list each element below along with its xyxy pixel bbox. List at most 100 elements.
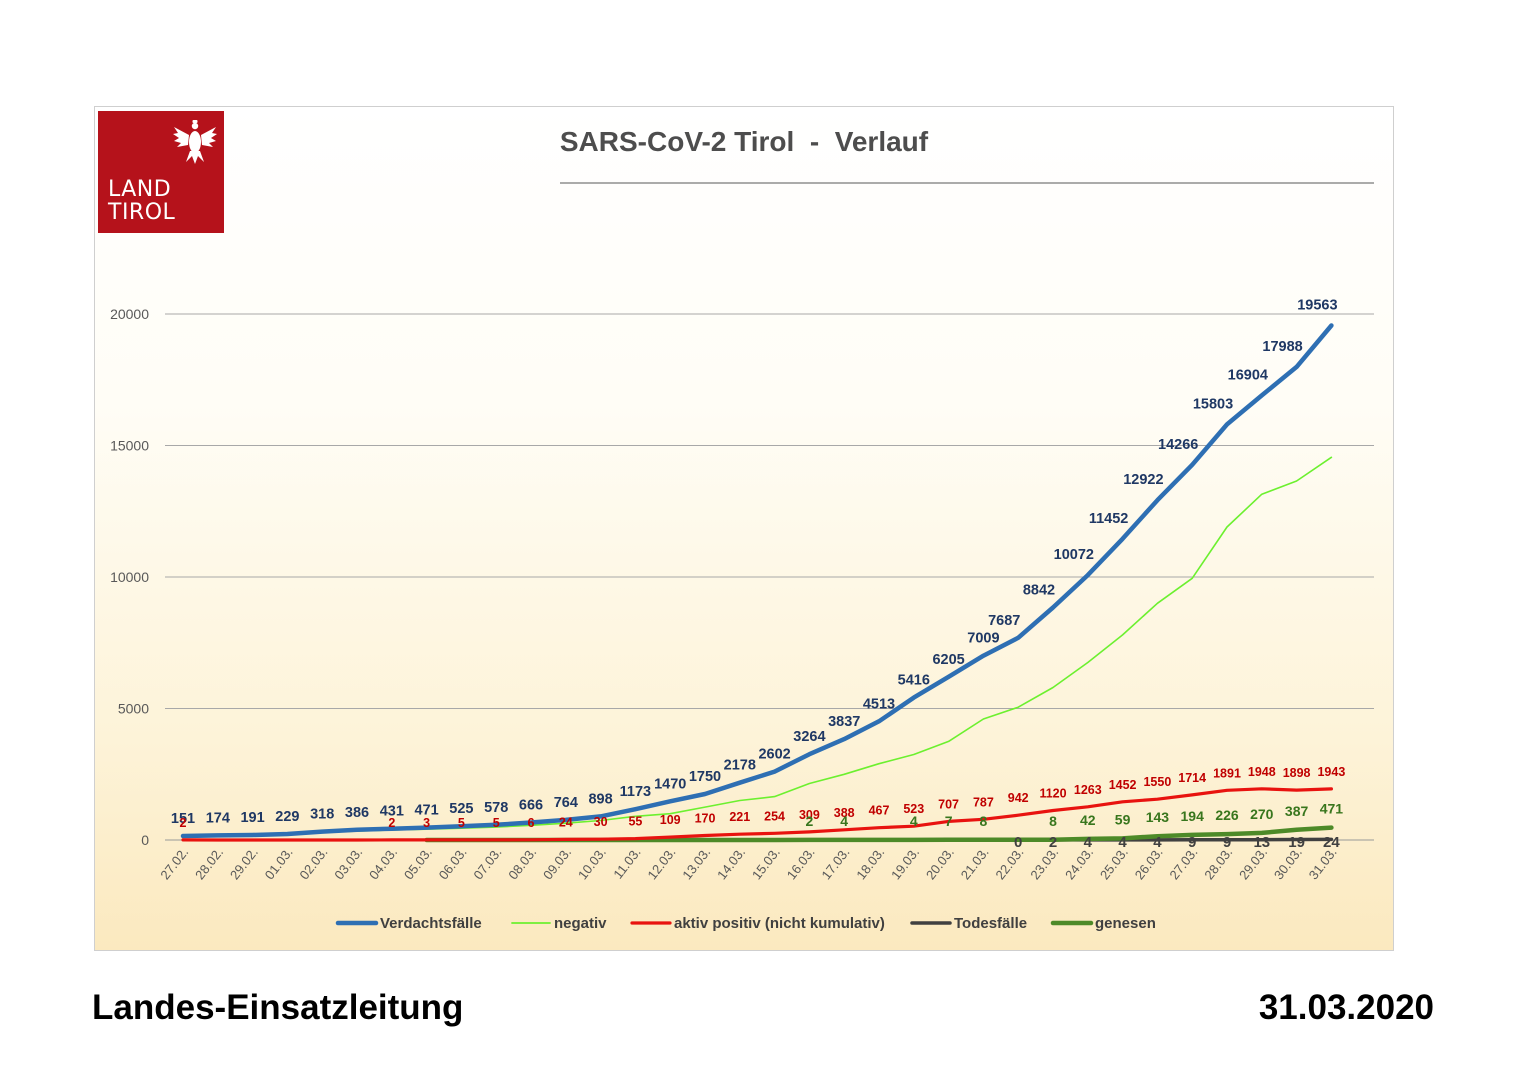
chart-frame: [94, 106, 1394, 951]
x-tick-label: 08.03.: [505, 845, 539, 883]
data-label: 764: [554, 795, 578, 811]
y-tick-label: 0: [141, 832, 149, 848]
data-label: 14266: [1158, 437, 1198, 453]
x-tick-label: 11.03.: [610, 845, 643, 882]
data-label: 5: [458, 816, 465, 830]
data-label: 3: [423, 816, 430, 830]
data-label: 143: [1146, 809, 1170, 825]
data-label: 4: [1153, 834, 1162, 851]
data-label: 191: [240, 810, 264, 826]
data-label: 1173: [620, 784, 651, 800]
x-tick-label: 17.03.: [818, 845, 852, 883]
data-label: 2: [1049, 834, 1057, 851]
x-tick-label: 06.03.: [436, 845, 470, 883]
data-label: 666: [519, 797, 543, 813]
x-tick-label: 14.03.: [714, 845, 748, 883]
data-label: 1948: [1248, 765, 1276, 779]
x-tick-label: 19.03.: [888, 845, 922, 883]
data-label: 24: [1323, 834, 1340, 851]
data-label: 12922: [1123, 472, 1163, 488]
data-label: 7009: [967, 631, 999, 647]
footer-date: 31.03.2020: [1258, 988, 1434, 1027]
data-label: 1750: [689, 769, 721, 785]
x-tick-label: 12.03.: [644, 845, 678, 883]
y-tick-label: 20000: [110, 306, 149, 322]
x-tick-label: 16.03.: [784, 845, 818, 883]
data-label: 388: [834, 806, 855, 820]
data-label: 10072: [1054, 547, 1094, 563]
eagle-icon: [173, 120, 217, 164]
data-label: 1120: [1039, 787, 1066, 801]
legend-label: negativ: [554, 915, 607, 932]
data-label: 387: [1285, 803, 1309, 819]
data-label: 151: [171, 811, 195, 827]
data-label: 13: [1253, 834, 1270, 851]
series-line: [181, 787, 1333, 842]
series-line: [180, 323, 1334, 839]
data-label: 55: [628, 815, 642, 829]
data-label: 471: [1320, 801, 1344, 817]
x-tick-label: 28.02.: [192, 845, 226, 883]
data-label: 30: [594, 815, 608, 829]
data-label: 11452: [1089, 511, 1129, 527]
data-label: 59: [1115, 811, 1131, 827]
data-label: 6: [528, 816, 535, 830]
data-label: 7: [945, 813, 953, 829]
data-labels: 151 174 191 229 318 386 431 471 525 578 666 764 898 1…: [171, 297, 1345, 851]
data-label: 226: [1215, 807, 1239, 823]
data-label: 8: [980, 813, 988, 829]
data-label: 4513: [863, 696, 895, 712]
data-label: 24: [559, 815, 573, 829]
x-tick-label: 13.03.: [679, 845, 713, 883]
footer-organization: Landes-Einsatzleitung: [92, 988, 464, 1027]
data-label: 1452: [1109, 778, 1137, 792]
data-label: 15803: [1193, 396, 1233, 412]
data-label: 4: [1118, 834, 1127, 851]
legend-label: Todesfälle: [954, 915, 1027, 932]
y-axis-ticks: 0 5000 10000 15000 20000: [110, 306, 149, 848]
x-tick-label: 03.03.: [331, 845, 365, 883]
data-label: 1550: [1143, 775, 1171, 789]
y-tick-label: 10000: [110, 569, 149, 585]
data-label: 254: [764, 809, 785, 823]
x-tick-label: 01.03.: [262, 845, 296, 883]
data-label: 19: [1288, 834, 1305, 851]
data-label: 4: [1084, 834, 1093, 851]
data-label: 1891: [1213, 766, 1241, 780]
y-tick-label: 15000: [110, 438, 149, 454]
data-label: 229: [275, 809, 299, 825]
data-label: 309: [799, 808, 820, 822]
data-label: 8: [1049, 813, 1057, 829]
x-tick-label: 05.03.: [401, 845, 435, 883]
data-label: 898: [588, 791, 612, 807]
x-tick-label: 29.02.: [227, 845, 261, 883]
x-tick-label: 15.03.: [749, 845, 783, 883]
legend: Verdachtsfälle negativ aktiv positiv (nich…: [335, 915, 1156, 932]
data-label: 3264: [793, 729, 825, 745]
x-tick-label: 04.03.: [366, 845, 400, 883]
data-label: 1470: [654, 776, 686, 792]
data-label: 17988: [1262, 339, 1302, 355]
data-label: 1898: [1283, 766, 1311, 780]
data-label: 2178: [724, 758, 756, 774]
data-label: 942: [1008, 791, 1029, 805]
x-tick-label: 21.03.: [958, 845, 992, 883]
data-label: 270: [1250, 806, 1274, 822]
y-tick-label: 5000: [118, 701, 149, 717]
x-tick-label: 27.02.: [157, 845, 191, 883]
data-label: 194: [1181, 808, 1205, 824]
x-tick-label: 02.03.: [296, 845, 330, 883]
x-tick-label: 07.03.: [470, 845, 504, 883]
data-label: 174: [206, 810, 230, 826]
data-label: 0: [1014, 834, 1022, 851]
data-label: 707: [938, 797, 959, 811]
data-label: 1714: [1178, 771, 1206, 785]
data-label: 787: [973, 795, 994, 809]
data-label: 3837: [828, 714, 860, 730]
data-label: 578: [484, 800, 508, 816]
x-tick-label: 20.03.: [923, 845, 957, 883]
data-label: 431: [380, 804, 404, 820]
logo-text-land: LAND: [108, 177, 172, 202]
data-label: 5416: [898, 673, 930, 689]
